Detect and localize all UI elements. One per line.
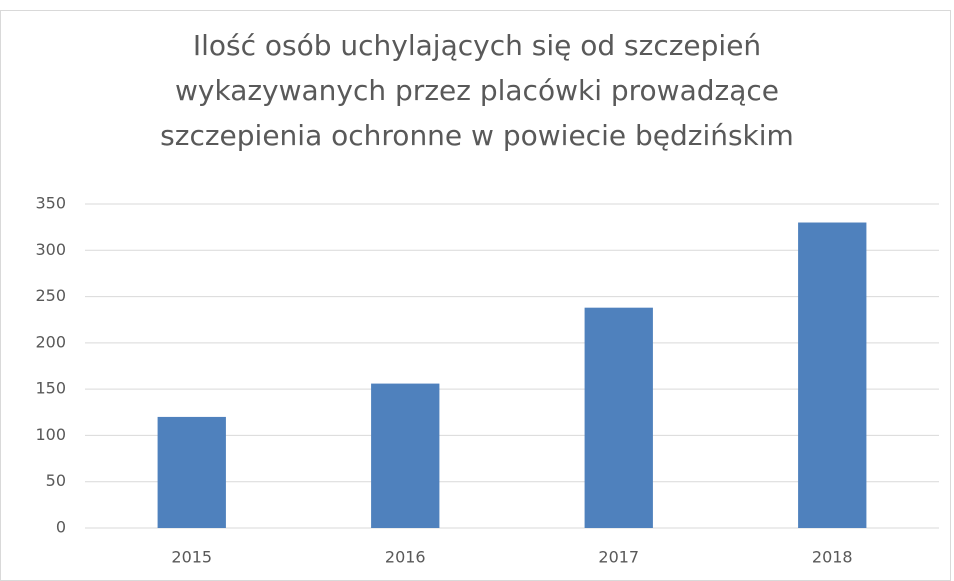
bar xyxy=(584,307,653,528)
x-tick-label: 2018 xyxy=(812,548,853,567)
x-tick-label: 2017 xyxy=(598,548,639,567)
bar xyxy=(157,416,226,528)
y-tick-label: 0 xyxy=(56,518,66,537)
y-tick-label: 200 xyxy=(35,332,66,351)
chart-title: Ilość osób uchylających się od szczepień xyxy=(193,29,761,62)
x-tick-label: 2015 xyxy=(171,548,212,567)
bar xyxy=(371,383,440,528)
y-tick-label: 250 xyxy=(35,286,66,305)
y-tick-label: 300 xyxy=(35,240,66,259)
bar xyxy=(798,222,867,528)
y-tick-label: 150 xyxy=(35,379,66,398)
y-tick-label: 100 xyxy=(35,425,66,444)
x-tick-label: 2016 xyxy=(385,548,426,567)
chart-title: szczepienia ochronne w powiecie będzińsk… xyxy=(160,119,794,152)
chart-title: wykazywanych przez placówki prowadzące xyxy=(175,74,779,107)
y-tick-label: 350 xyxy=(35,194,66,213)
y-tick-label: 50 xyxy=(46,471,66,490)
